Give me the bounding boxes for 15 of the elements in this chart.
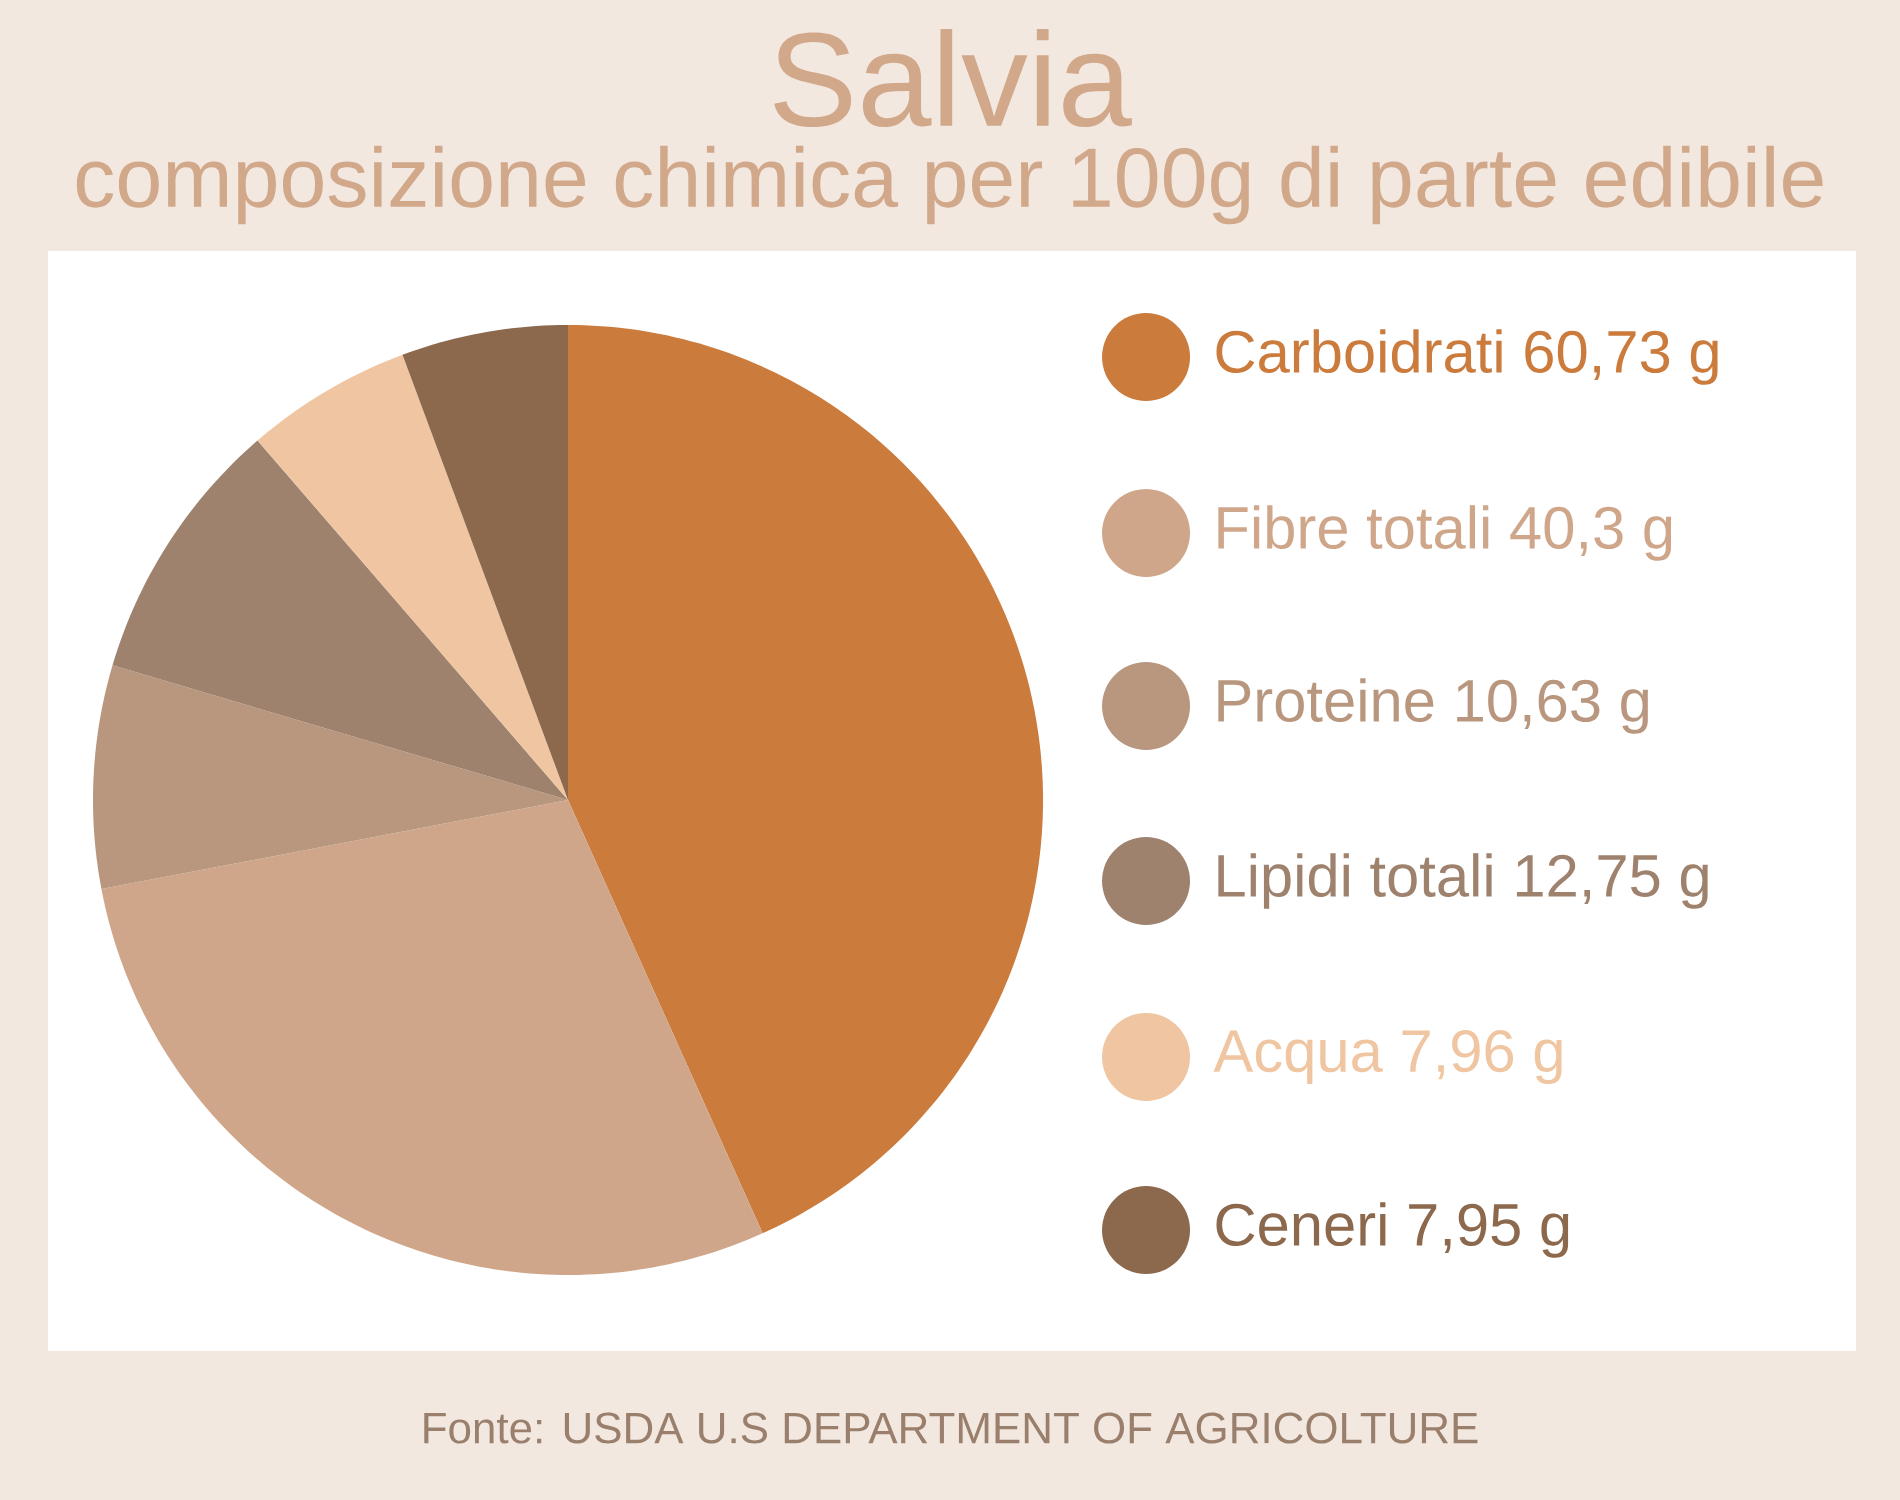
legend-label: Proteine [1218, 678, 1434, 723]
data-label: 7,96 g [1402, 1029, 1562, 1085]
data-label: 12,75 g [1516, 854, 1708, 909]
legend-label: Fibre totali [1218, 505, 1489, 550]
data-label: 10,63 g [1457, 679, 1648, 734]
data-label: 60,73 g [1525, 330, 1718, 385]
chart-subtitle: composizione chimica per 100g di parte edibile [76, 145, 1823, 225]
chart-title: Salvia [774, 28, 1132, 128]
data-label: 40,3 g [1510, 506, 1672, 561]
legend-label: Lipidi totali [1218, 853, 1492, 909]
legend-label: Ceneri [1216, 1202, 1386, 1247]
source-note: Fonte: USDA U.S DEPARTMENT OF AGRICOLTURE [424, 1412, 1478, 1444]
legend-label: Carboidrati [1216, 329, 1502, 374]
legend-label: Acqua [1213, 1030, 1383, 1085]
data-label: 7,95 g [1409, 1203, 1569, 1258]
